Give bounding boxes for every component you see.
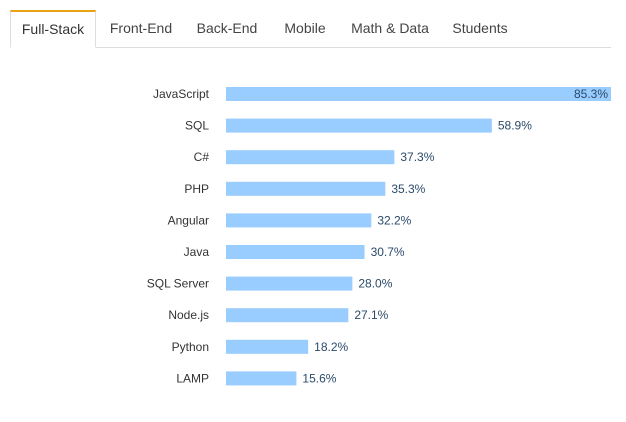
value-label: 30.7% bbox=[371, 245, 405, 259]
category-label: LAMP bbox=[176, 371, 209, 385]
category-label: C# bbox=[194, 150, 210, 164]
tab-math-data[interactable]: Math & Data bbox=[351, 20, 429, 36]
category-label: JavaScript bbox=[153, 87, 210, 101]
value-label: 18.2% bbox=[314, 340, 348, 354]
category-label: PHP bbox=[184, 182, 209, 196]
value-label: 15.6% bbox=[302, 371, 336, 385]
bar bbox=[226, 308, 349, 323]
tab-front-end[interactable]: Front-End bbox=[109, 20, 173, 36]
value-label: 32.2% bbox=[377, 213, 411, 227]
bar bbox=[226, 150, 395, 165]
category-label: Java bbox=[184, 245, 210, 259]
value-label: 28.0% bbox=[358, 277, 392, 291]
category-label: Node.js bbox=[168, 308, 209, 322]
bar bbox=[226, 245, 365, 259]
bar bbox=[226, 339, 309, 354]
tab-full-stack[interactable]: Full-Stack bbox=[10, 10, 96, 48]
tab-back-end[interactable]: Back-End bbox=[196, 20, 258, 36]
bar bbox=[226, 181, 386, 196]
category-label: Angular bbox=[168, 213, 209, 227]
tab-students[interactable]: Students bbox=[452, 20, 508, 36]
value-label: 27.1% bbox=[354, 308, 388, 322]
tab-mobile[interactable]: Mobile bbox=[284, 20, 326, 36]
value-label: 85.3% bbox=[574, 87, 608, 101]
category-label: SQL Server bbox=[147, 277, 209, 291]
category-label: SQL bbox=[185, 119, 209, 133]
tab-bar: Full-Stack Front-End Back-End Mobile Mat… bbox=[10, 10, 611, 48]
value-label: 58.9% bbox=[498, 119, 532, 133]
bar bbox=[226, 87, 611, 101]
bar bbox=[226, 371, 297, 386]
value-label: 35.3% bbox=[391, 182, 425, 196]
bar bbox=[226, 118, 492, 133]
bar bbox=[226, 213, 372, 228]
value-label: 37.3% bbox=[400, 150, 434, 164]
category-label: Python bbox=[172, 340, 209, 354]
bar bbox=[226, 276, 353, 291]
